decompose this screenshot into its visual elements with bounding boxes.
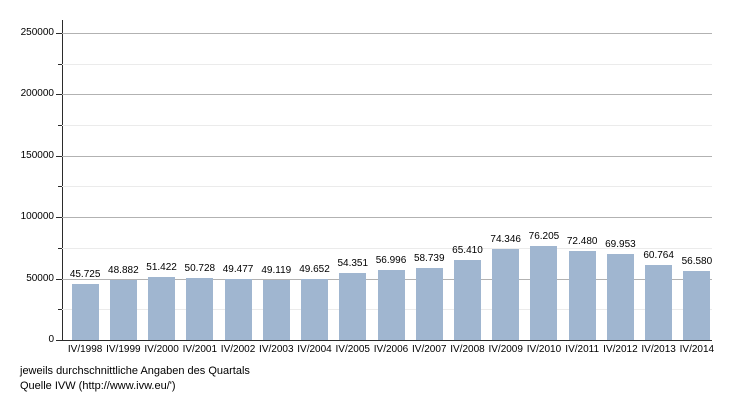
bar-value-label: 65.410	[452, 245, 483, 256]
x-axis-tick-label: IV/2009	[488, 344, 523, 355]
bar-value-label: 69.953	[605, 239, 636, 250]
y-axis-tick	[58, 64, 62, 65]
x-axis-tick-label: IV/2006	[373, 344, 409, 355]
bar	[607, 254, 634, 340]
x-axis-tick-label: IV/2007	[411, 344, 447, 355]
bar-value-label: 51.422	[146, 262, 177, 273]
x-axis-tick-label: IV/2002	[220, 344, 256, 355]
bar-value-label: 50.728	[184, 263, 216, 274]
gridline-major	[62, 94, 712, 95]
bar	[339, 273, 366, 340]
gridline-major	[62, 156, 712, 157]
bar	[110, 280, 137, 340]
bar-value-label: 58.739	[413, 253, 445, 264]
bar	[148, 277, 175, 340]
bar-value-label: 76.205	[528, 231, 560, 242]
x-axis-tick-label: IV/2000	[144, 344, 179, 355]
bar	[492, 249, 519, 340]
footnote-line: jeweils durchschnittliche Angaben des Qu…	[20, 365, 250, 377]
bar-value-label: 49.652	[299, 264, 330, 275]
bar	[454, 260, 481, 340]
bar-value-label: 45.725	[69, 269, 101, 280]
gridline-major	[62, 33, 712, 34]
x-axis-tick-label: IV/2004	[297, 344, 332, 355]
bar	[72, 284, 99, 340]
y-axis-tick	[56, 94, 62, 95]
bar-value-label: 49.477	[222, 264, 254, 275]
bar-value-label: 56.996	[375, 255, 407, 266]
y-axis-tick-label: 50000	[26, 273, 54, 284]
y-axis-tick	[56, 279, 62, 280]
chart-footnotes: jeweils durchschnittliche Angaben des Qu…	[20, 364, 250, 394]
y-axis-tick	[56, 156, 62, 157]
bar	[186, 278, 213, 340]
bar	[378, 270, 405, 340]
x-axis-tick-label: IV/2010	[526, 344, 562, 355]
x-axis-tick-label: IV/2013	[641, 344, 676, 355]
y-axis-tick	[56, 33, 62, 34]
x-axis-line	[56, 340, 712, 341]
bar	[530, 246, 557, 340]
gridline-minor	[62, 248, 712, 249]
y-axis-tick-label: 200000	[20, 88, 54, 99]
gridline-minor	[62, 186, 712, 187]
x-axis-tick-label: IV/2003	[259, 344, 294, 355]
footnote-line: Quelle IVW (http://www.ivw.eu/')	[20, 380, 176, 392]
y-axis-tick-label: 250000	[20, 27, 54, 38]
x-axis-tick-label: IV/2008	[450, 344, 485, 355]
gridline-minor	[62, 64, 712, 65]
x-axis-tick-label: IV/2001	[182, 344, 218, 355]
x-axis-tick-label: IV/2005	[335, 344, 370, 355]
bar-value-label: 54.351	[337, 258, 369, 269]
bar	[416, 268, 443, 340]
x-axis-tick-label: IV/1998	[67, 344, 103, 355]
bar-value-label: 48.882	[108, 265, 139, 276]
y-axis-tick	[56, 217, 62, 218]
x-axis-tick-label: IV/1999	[106, 344, 141, 355]
bar	[645, 265, 672, 340]
y-axis-tick-label: 150000	[20, 150, 54, 161]
bar	[569, 251, 596, 340]
bar	[301, 279, 328, 340]
x-axis-tick-label: IV/2014	[679, 344, 715, 355]
bar-value-label: 72.480	[566, 236, 598, 247]
x-axis-tick-label: IV/2012	[603, 344, 638, 355]
y-axis-tick	[58, 186, 62, 187]
bar-value-label: 49.119	[261, 265, 292, 276]
bar	[683, 271, 710, 340]
y-axis-line	[62, 20, 63, 340]
gridline-major	[62, 217, 712, 218]
y-axis-tick	[58, 309, 62, 310]
bar	[263, 280, 290, 340]
bar-value-label: 60.764	[643, 250, 674, 261]
y-axis-tick	[58, 125, 62, 126]
x-axis-tick-label: IV/2011	[565, 344, 600, 355]
y-axis-tick-label: 0	[48, 334, 54, 345]
bar-value-label: 56.580	[681, 256, 713, 267]
gridline-minor	[62, 125, 712, 126]
bar	[225, 279, 252, 340]
y-axis-tick	[58, 248, 62, 249]
y-axis-tick-label: 100000	[20, 211, 54, 222]
bar-value-label: 74.346	[490, 234, 521, 245]
